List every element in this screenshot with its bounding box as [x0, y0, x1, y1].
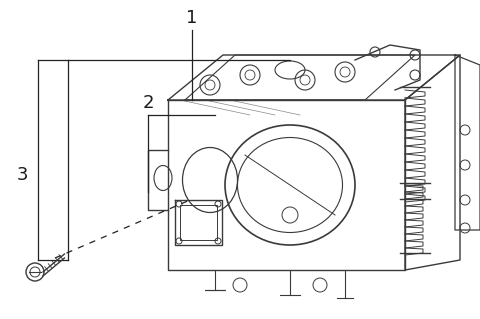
Text: 1: 1 [186, 9, 198, 27]
Text: 3: 3 [16, 166, 28, 184]
Text: 2: 2 [142, 94, 154, 112]
